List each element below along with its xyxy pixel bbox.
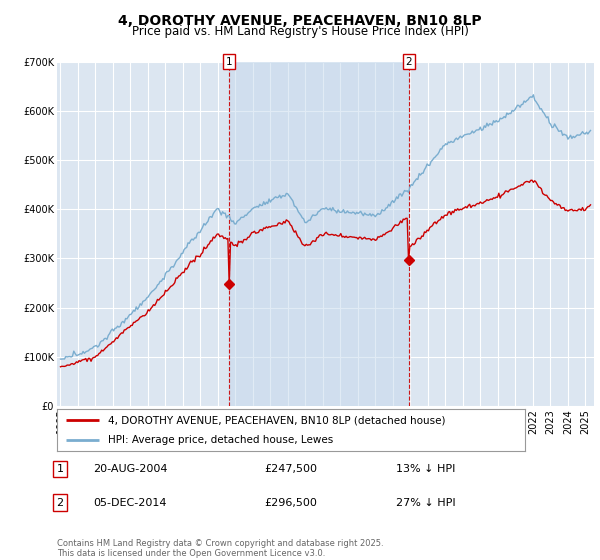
Text: 1: 1 (56, 464, 64, 474)
Text: 1: 1 (226, 57, 232, 67)
Text: £247,500: £247,500 (264, 464, 317, 474)
Text: Contains HM Land Registry data © Crown copyright and database right 2025.
This d: Contains HM Land Registry data © Crown c… (57, 539, 383, 558)
Text: 20-AUG-2004: 20-AUG-2004 (93, 464, 167, 474)
Text: 4, DOROTHY AVENUE, PEACEHAVEN, BN10 8LP (detached house): 4, DOROTHY AVENUE, PEACEHAVEN, BN10 8LP … (109, 415, 446, 425)
Text: 2: 2 (56, 498, 64, 507)
Text: £296,500: £296,500 (264, 498, 317, 507)
Text: 27% ↓ HPI: 27% ↓ HPI (396, 498, 455, 507)
Bar (229, 62, 409, 406)
Text: 05-DEC-2014: 05-DEC-2014 (93, 498, 167, 507)
Text: 2: 2 (406, 57, 412, 67)
Text: HPI: Average price, detached house, Lewes: HPI: Average price, detached house, Lewe… (109, 435, 334, 445)
Text: 4, DOROTHY AVENUE, PEACEHAVEN, BN10 8LP: 4, DOROTHY AVENUE, PEACEHAVEN, BN10 8LP (118, 14, 482, 28)
Text: 13% ↓ HPI: 13% ↓ HPI (396, 464, 455, 474)
Text: Price paid vs. HM Land Registry's House Price Index (HPI): Price paid vs. HM Land Registry's House … (131, 25, 469, 38)
